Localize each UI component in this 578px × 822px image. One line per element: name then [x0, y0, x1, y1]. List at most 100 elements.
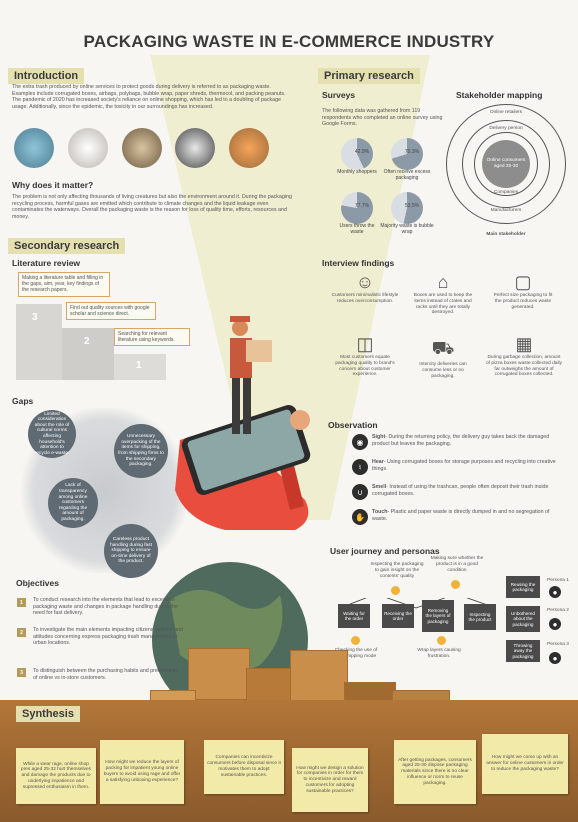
pie-chart-4: 53.5%	[391, 192, 423, 224]
stakeholder-heading: Stakeholder mapping	[456, 90, 543, 100]
interview-6: ▦ During garbage collection, amount of pi…	[486, 334, 562, 378]
pie-chart-1: 42.9%	[341, 138, 373, 170]
persona-1-avatar: ●	[549, 586, 561, 598]
stake-center: Online consumers aged 25-30	[482, 140, 530, 188]
pie-1-label: Monthly shoppers	[337, 169, 377, 175]
synthesis-note-1: While a wear rage, online shop pres aged…	[16, 748, 96, 804]
podium-step-1: 1	[114, 354, 166, 380]
interview-4: ◫ Most customers equate packaging quality…	[330, 334, 400, 378]
synthesis-note-4: How might we design a solution for compa…	[292, 748, 368, 812]
observation-hear: ♮ Hear- Using corrugated boxes for storag…	[352, 459, 562, 475]
journey-thought-2: Making sure whether the product is in a …	[430, 556, 484, 573]
journey-step-4: Inspecting the product	[464, 604, 496, 630]
journey-line	[339, 598, 497, 609]
interview-5-text: Intercity deliveries can consume less or…	[419, 362, 467, 379]
interview-2-text: Boxes are used to keep the items instead…	[413, 293, 473, 316]
hand-icon: ✋	[352, 509, 368, 525]
stake-ring-inner	[474, 132, 538, 196]
packing-peanuts-image	[14, 128, 54, 168]
obs-sight-label: Sight	[372, 434, 386, 440]
gaps-heading: Gaps	[12, 396, 34, 406]
why-heading: Why does it matter?	[12, 180, 94, 190]
synthesis-heading: Synthesis	[16, 706, 80, 722]
gap-2: Unnecessary overpacking of the items for…	[114, 424, 168, 478]
objective-1: To conduct research into the elements th…	[33, 597, 178, 617]
intro-body: The extra trash produced by online servi…	[12, 84, 286, 110]
open-box-icon: ◫	[356, 334, 374, 354]
journey-step-1: Waiting for the order	[338, 604, 370, 628]
stake-manufacturers: Manufacturers	[490, 208, 522, 213]
synthesis-note-3: Companies can incentivize consumers befo…	[204, 740, 284, 794]
gap-1: Limited consideration about the role of …	[28, 410, 76, 458]
neutral-face-icon	[451, 580, 460, 589]
delivery-illustration	[175, 316, 311, 530]
ear-icon: ♮	[352, 459, 368, 475]
angry-face-icon	[437, 636, 446, 645]
pie-3-label: Users throw the waste	[339, 223, 375, 235]
pie-4-pct: 53.5%	[404, 203, 420, 209]
objective-number-1: 1	[17, 598, 26, 607]
pie-2-label: Often receive excess packaging	[383, 169, 431, 181]
stake-online-retailers: Online retailers	[489, 110, 523, 115]
persona-2-avatar: ●	[549, 618, 561, 630]
observation-smell: ∪ Smell- Instead of using the trashcan, p…	[352, 484, 562, 500]
podium-step-3: 3	[16, 304, 62, 380]
observation-list: ◉ Sight- During the returning policy, the…	[352, 434, 562, 525]
persona-1-action: Reusing the packaging	[506, 576, 540, 598]
journey-step-2: Receiving the order	[382, 604, 414, 628]
pie-3-pct: 77.7%	[354, 203, 370, 209]
observation-touch: ✋ Touch- Plastic and paper waste is direc…	[352, 509, 562, 525]
stake-ring-middle	[462, 120, 550, 208]
observation-sight: ◉ Sight- During the returning policy, the…	[352, 434, 562, 450]
step-number-3: 3	[32, 312, 38, 323]
user-icon: ☺	[355, 272, 375, 292]
paper-bags-image	[229, 128, 269, 168]
journey-thought-3: Checking the use of fast shipping mode	[334, 648, 378, 659]
persona-2-action: Unbothered about the packaging	[506, 606, 540, 632]
podium-step-2: 2	[62, 328, 114, 380]
journey-heading: User journey and personas	[330, 546, 440, 556]
bubble-wrap-image	[175, 128, 216, 168]
interview-2: ⌂ Boxes are used to keep the items instea…	[410, 272, 476, 316]
pie-chart-3: 77.7%	[341, 192, 373, 224]
persona-3-action: Throwing away the packaging	[506, 640, 540, 662]
gap-3: Lack of transparency among online custom…	[48, 478, 98, 528]
interview-1-text: Customers minimalistic lifestyle reduces…	[331, 293, 399, 304]
packaging-images	[14, 128, 269, 168]
intro-heading: Introduction	[8, 68, 85, 84]
obs-smell-label: Smell	[372, 484, 387, 490]
obs-hear-label: Hear	[372, 459, 384, 465]
stake-companies: Companies	[493, 190, 519, 195]
lit-note-3: Searching for relevant literature using …	[114, 328, 190, 347]
house-icon: ⌂	[437, 272, 449, 292]
objectives-heading: Objectives	[16, 578, 59, 588]
persona-2-name: Persona 2	[547, 608, 569, 613]
step-number-2: 2	[84, 336, 90, 347]
obs-touch-label: Touch	[372, 509, 388, 515]
obs-touch-text: - Plastic and paper waste is directly du…	[372, 509, 550, 522]
interview-4-text: Most customers equate packaging quality …	[335, 355, 395, 378]
box-icon: ▢	[514, 272, 532, 292]
journey-thought-4: Wrap layers causing frustration.	[417, 648, 461, 659]
synthesis-note-6: How might we come up with an answer for …	[482, 734, 568, 794]
surveys-heading: Surveys	[322, 90, 356, 100]
stake-caption: Main stakeholder	[486, 232, 526, 237]
lit-note-2: Find out quality sources with google sch…	[66, 302, 156, 321]
air-bag-image	[67, 128, 108, 168]
secondary-heading: Secondary research	[8, 238, 126, 254]
pie-chart-2: 70.3%	[391, 138, 423, 170]
page-title: PACKAGING WASTE IN E-COMMERCE INDUSTRY	[83, 32, 495, 51]
journey-step-3: Removing the layers of packaging	[422, 600, 454, 632]
obs-smell-text: - Instead of using the trashcan, people …	[372, 484, 549, 497]
interview-1: ☺ Customers minimalistic lifestyle reduce…	[330, 272, 400, 305]
nose-icon: ∪	[352, 484, 368, 500]
synthesis-note-5: After getting packages, consumers aged 2…	[394, 740, 476, 804]
persona-3-avatar: ●	[549, 652, 561, 664]
pie-bubble-wrap: 53.5% Majority waste is bubble wrap	[380, 192, 434, 236]
pie-users-throw: 77.7% Users throw the waste	[336, 192, 378, 236]
truck-icon: ⛟	[431, 338, 455, 358]
primary-heading: Primary research	[318, 68, 420, 84]
why-body: The problem is not only affecting thousa…	[12, 194, 292, 220]
literature-heading: Literature review	[12, 258, 81, 268]
journey-thought-1: Inspecting the packaging to gain insight…	[370, 562, 424, 579]
